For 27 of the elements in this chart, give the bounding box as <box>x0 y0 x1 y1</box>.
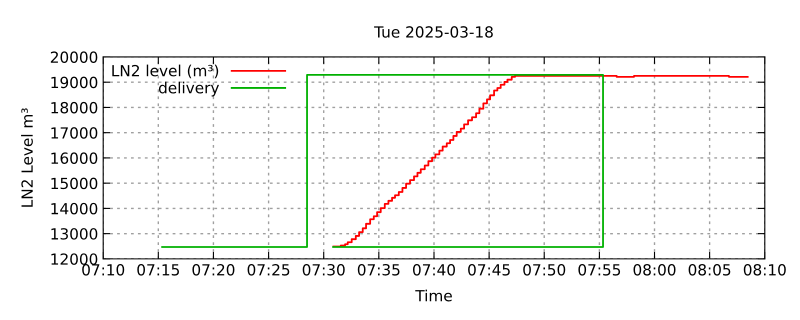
y-tick-label: 13000 <box>51 228 98 240</box>
y-tick-label: 15000 <box>51 178 98 190</box>
legend-label: LN2 level (m³) <box>112 64 218 78</box>
x-tick-label: 08:05 <box>688 264 730 276</box>
y-axis-title: LN2 Level m³ <box>21 108 33 207</box>
legend-label: delivery <box>158 82 220 96</box>
y-tick-label: 17000 <box>51 127 98 139</box>
x-tick-label: 07:30 <box>302 264 345 276</box>
x-tick-label: 08:10 <box>744 264 786 276</box>
y-tick-label: 14000 <box>51 202 98 214</box>
x-tick-label: 07:15 <box>137 264 179 276</box>
y-tick-label: 16000 <box>51 152 98 164</box>
y-tick-label: 19000 <box>51 76 98 88</box>
x-tick-label: 07:55 <box>578 264 620 276</box>
y-tick-label: 18000 <box>51 102 98 114</box>
x-tick-label: 07:20 <box>192 264 234 276</box>
x-tick-label: 07:25 <box>248 264 290 276</box>
x-tick-label: 07:45 <box>468 264 510 276</box>
x-tick-label: 07:10 <box>82 264 124 276</box>
y-tick-label: 12000 <box>51 253 98 265</box>
x-tick-label: 07:40 <box>412 264 455 276</box>
x-tick-label: 07:50 <box>523 264 566 276</box>
x-tick-label: 07:35 <box>358 264 400 276</box>
x-tick-label: 08:00 <box>634 264 676 276</box>
x-axis-title: Time <box>415 290 452 302</box>
chart-title: Tue 2025-03-18 <box>374 26 493 38</box>
y-tick-label: 20000 <box>50 51 98 63</box>
